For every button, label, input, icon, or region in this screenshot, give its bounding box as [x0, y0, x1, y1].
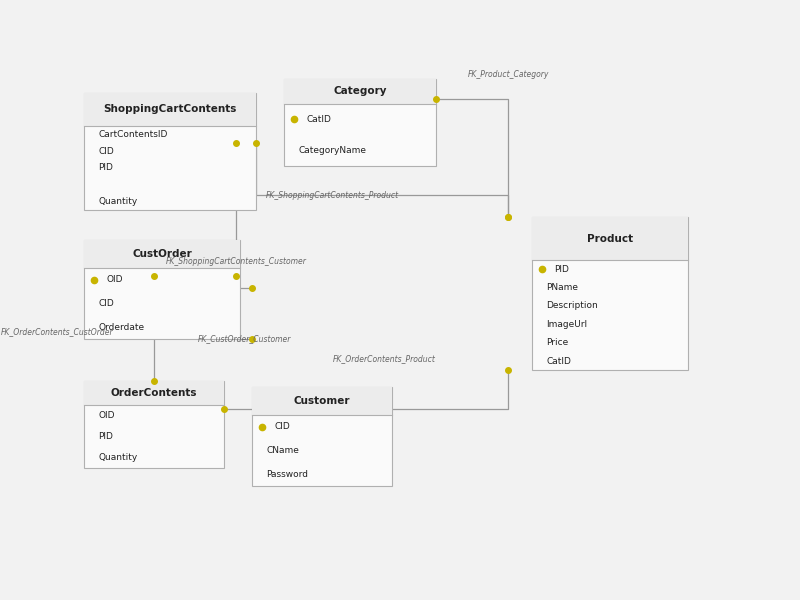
- Text: Price: Price: [546, 338, 569, 347]
- Text: FK_ShoppingCartContents_Product: FK_ShoppingCartContents_Product: [266, 191, 398, 200]
- FancyBboxPatch shape: [84, 240, 240, 339]
- FancyBboxPatch shape: [532, 217, 688, 260]
- Text: OrderContents: OrderContents: [110, 388, 198, 398]
- Text: Category: Category: [334, 86, 386, 97]
- Text: CatID: CatID: [546, 356, 571, 365]
- Text: PName: PName: [546, 283, 578, 292]
- FancyBboxPatch shape: [252, 387, 392, 486]
- FancyBboxPatch shape: [252, 387, 392, 415]
- FancyBboxPatch shape: [84, 381, 224, 468]
- Text: PID: PID: [98, 163, 114, 172]
- Text: CName: CName: [266, 446, 299, 455]
- Text: Customer: Customer: [294, 396, 350, 406]
- Text: OID: OID: [106, 275, 123, 284]
- Text: FK_CustOrder_Customer: FK_CustOrder_Customer: [198, 335, 290, 343]
- FancyBboxPatch shape: [84, 93, 256, 210]
- FancyBboxPatch shape: [284, 79, 436, 166]
- FancyBboxPatch shape: [84, 240, 240, 268]
- Text: CustOrder: CustOrder: [132, 249, 192, 259]
- Text: PID: PID: [554, 265, 570, 274]
- Text: OID: OID: [98, 412, 115, 421]
- Text: FK_Product_Category: FK_Product_Category: [467, 70, 549, 79]
- Text: Product: Product: [587, 233, 633, 244]
- Text: CID: CID: [98, 146, 114, 155]
- FancyBboxPatch shape: [532, 217, 688, 370]
- Text: CID: CID: [98, 299, 114, 308]
- FancyBboxPatch shape: [84, 93, 256, 126]
- Text: Orderdate: Orderdate: [98, 323, 145, 332]
- Text: CID: CID: [274, 422, 290, 431]
- Text: PID: PID: [98, 432, 114, 441]
- Text: FK_ShoppingCartContents_Customer: FK_ShoppingCartContents_Customer: [166, 257, 306, 265]
- Text: Quantity: Quantity: [98, 453, 138, 462]
- Text: CatID: CatID: [306, 115, 331, 124]
- Text: Quantity: Quantity: [98, 197, 138, 206]
- Text: Password: Password: [266, 470, 309, 479]
- Text: CategoryName: CategoryName: [298, 146, 366, 155]
- Text: FK_OrderContents_CustOrder: FK_OrderContents_CustOrder: [2, 326, 114, 335]
- Text: CartContentsID: CartContentsID: [98, 130, 168, 139]
- Text: FK_OrderContents_Product: FK_OrderContents_Product: [333, 354, 435, 363]
- Text: ShoppingCartContents: ShoppingCartContents: [103, 104, 237, 115]
- FancyBboxPatch shape: [84, 381, 224, 406]
- Text: Description: Description: [546, 301, 598, 310]
- FancyBboxPatch shape: [284, 79, 436, 104]
- Text: ImageUrl: ImageUrl: [546, 320, 587, 329]
